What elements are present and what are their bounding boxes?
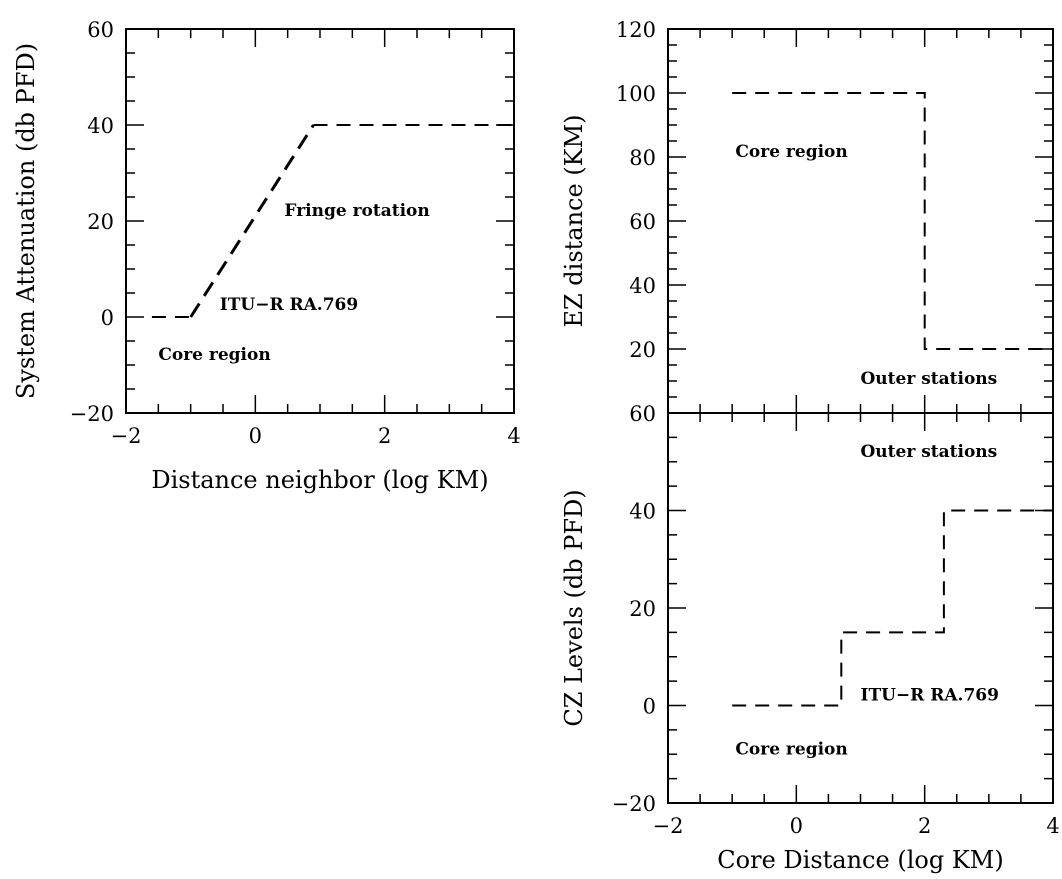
annotation-label: ITU−R RA.769: [861, 686, 999, 706]
y-tick-label: 20: [629, 338, 656, 362]
y-tick-label: 60: [87, 18, 114, 42]
y-tick-label: 60: [629, 402, 656, 426]
y-tick-label: 0: [643, 695, 656, 719]
y-tick-label: 120: [616, 18, 656, 42]
x-tick-label: 0: [249, 424, 262, 448]
panel-top-right: 20 40 60 80 100 120 EZ distance (KM) Core regio…: [560, 18, 1054, 414]
annotation-label: Outer stations: [861, 369, 998, 389]
annotation-label: Core region: [158, 345, 270, 365]
plot-frame: [667, 412, 1054, 804]
x-tick-label: 2: [378, 424, 391, 448]
y-tick-label: 0: [101, 306, 114, 330]
x-axis-label: Distance neighbor (log KM): [151, 466, 488, 494]
series-line: [732, 92, 1053, 350]
x-tick-label: 4: [1046, 814, 1059, 838]
x-tick-label: 2: [918, 814, 931, 838]
x-tick-label: −2: [653, 814, 684, 838]
x-tick-label: 0: [790, 814, 803, 838]
x-axis-label: Core Distance (log KM): [717, 846, 1003, 874]
y-tick-label: 80: [629, 146, 656, 170]
annotation-label: Core region: [735, 739, 847, 759]
y-axis-label: EZ distance (KM): [560, 114, 588, 327]
y-tick-label: 20: [629, 597, 656, 621]
y-tick-label: 40: [87, 114, 114, 138]
series-line: [732, 509, 1053, 707]
series-line: [189, 124, 315, 318]
y-tick-label: 20: [87, 210, 114, 234]
y-tick-label: 60: [629, 210, 656, 234]
y-tick-label: 40: [629, 500, 656, 524]
y-tick-label: 100: [616, 82, 656, 106]
annotation-label: Fringe rotation: [284, 201, 429, 221]
x-tick-label: −2: [111, 424, 142, 448]
plot-frame: [667, 28, 1054, 414]
y-axis-label: CZ Levels (db PFD): [560, 489, 588, 726]
y-tick-label: −20: [70, 402, 114, 426]
annotation-label: Outer stations: [861, 442, 998, 462]
y-axis-label: System Attenuation (db PFD): [12, 43, 40, 399]
y-tick-label: 40: [629, 274, 656, 298]
x-tick-label: 4: [507, 424, 520, 448]
annotation-label: ITU−R RA.769: [220, 295, 358, 315]
y-tick-label: −20: [612, 792, 656, 816]
annotation-label: Core region: [735, 142, 847, 162]
